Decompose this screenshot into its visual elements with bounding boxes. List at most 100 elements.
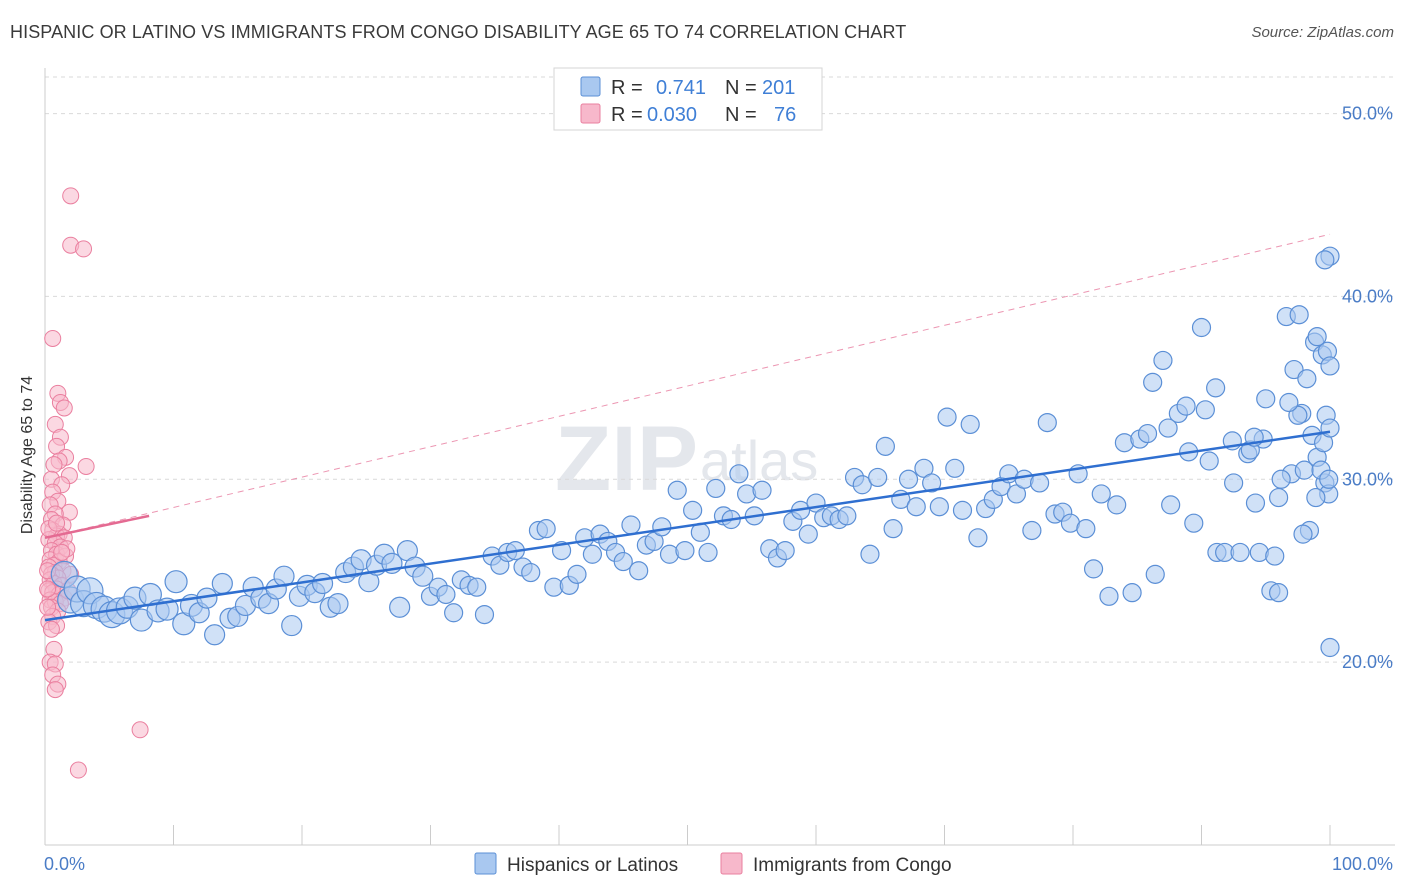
series-legend: Hispanics or Latinos Immigrants from Con… bbox=[474, 852, 952, 876]
hispanic-point-191 bbox=[1297, 369, 1317, 389]
hispanic-point-194 bbox=[1319, 469, 1339, 489]
hispanic-point-189 bbox=[1307, 327, 1327, 347]
hispanic-point-188 bbox=[1315, 250, 1335, 270]
legend-r-label-1: R = bbox=[611, 77, 643, 99]
hispanic-point-134 bbox=[1083, 559, 1104, 579]
legend-n-label-2: N = bbox=[725, 104, 757, 126]
hispanic-point-34 bbox=[311, 572, 334, 595]
hispanic-trend-line bbox=[44, 430, 1331, 622]
hispanic-point-127 bbox=[1029, 473, 1050, 493]
stats-legend: R = 0.741 N = 201 R = 0.030 N = 76 bbox=[553, 67, 823, 131]
congo-point-13 bbox=[77, 457, 95, 475]
hispanic-point-165 bbox=[1320, 637, 1340, 658]
hispanic-point-198 bbox=[1279, 392, 1299, 413]
congo-trend-extension bbox=[44, 233, 1331, 539]
hispanic-point-113 bbox=[922, 473, 942, 493]
hispanic-point-169 bbox=[1294, 460, 1314, 480]
x-tick-label-0: 0.0% bbox=[44, 854, 85, 874]
hispanic-point-54 bbox=[467, 577, 487, 597]
chart-title: HISPANIC OR LATINO VS IMMIGRANTS FROM CO… bbox=[10, 22, 907, 42]
hispanic-point-197 bbox=[1293, 524, 1313, 544]
hispanic-point-116 bbox=[945, 458, 965, 478]
hispanic-point-102 bbox=[837, 506, 857, 526]
hispanic-point-75 bbox=[629, 561, 649, 581]
hispanic-point-106 bbox=[868, 467, 888, 488]
hispanic-point-117 bbox=[952, 500, 973, 520]
congo-points bbox=[39, 187, 149, 779]
trend-lines bbox=[44, 233, 1331, 622]
hispanic-point-199 bbox=[1265, 546, 1285, 566]
hispanic-point-174 bbox=[1158, 418, 1178, 438]
x-tick-label-1: 100.0% bbox=[1332, 854, 1393, 874]
congo-point-6 bbox=[55, 399, 73, 417]
hispanic-point-97 bbox=[798, 524, 818, 544]
congo-point-3 bbox=[44, 329, 62, 347]
hispanic-point-135 bbox=[1091, 484, 1111, 504]
hispanic-point-105 bbox=[860, 544, 880, 564]
y-tick-label-1: 30.0% bbox=[1342, 469, 1393, 489]
congo-point-74 bbox=[48, 514, 66, 532]
hispanic-point-63 bbox=[536, 519, 556, 539]
congo-point-71 bbox=[39, 580, 57, 598]
hispanic-point-81 bbox=[675, 540, 695, 561]
hispanic-point-143 bbox=[1153, 350, 1173, 371]
hispanic-point-36 bbox=[327, 593, 349, 615]
hispanic-point-69 bbox=[582, 544, 603, 564]
hispanic-point-104 bbox=[852, 475, 872, 495]
congo-point-12 bbox=[45, 456, 63, 474]
series-legend-swatch-blue bbox=[474, 852, 497, 875]
hispanic-point-186 bbox=[1320, 356, 1340, 376]
congo-point-66 bbox=[131, 721, 149, 739]
congo-point-0 bbox=[62, 187, 80, 205]
hispanic-point-118 bbox=[960, 414, 980, 435]
hispanic-point-119 bbox=[968, 528, 988, 548]
hispanic-point-146 bbox=[1176, 396, 1196, 416]
hispanic-point-158 bbox=[1268, 583, 1289, 603]
y-tick-label-0: 20.0% bbox=[1342, 652, 1393, 672]
congo-point-2 bbox=[75, 240, 93, 258]
legend-r-value-1: 0.741 bbox=[656, 77, 706, 99]
hispanic-point-78 bbox=[652, 517, 672, 537]
hispanic-point-21 bbox=[211, 572, 233, 595]
hispanic-point-180 bbox=[1256, 389, 1276, 409]
legend-n-label-1: N = bbox=[725, 77, 757, 99]
hispanic-point-30 bbox=[281, 614, 303, 637]
hispanic-point-196 bbox=[1306, 487, 1326, 508]
hispanic-point-44 bbox=[389, 596, 411, 618]
hispanic-point-80 bbox=[667, 480, 687, 500]
congo-point-67 bbox=[69, 761, 87, 779]
hispanic-point-173 bbox=[1143, 372, 1163, 392]
hispanic-point-61 bbox=[521, 562, 541, 583]
hispanic-point-195 bbox=[1320, 418, 1340, 438]
series-legend-label-hispanic: Hispanics or Latinos bbox=[507, 855, 678, 876]
hispanic-point-142 bbox=[1145, 564, 1165, 584]
hispanic-point-47 bbox=[412, 565, 434, 587]
hispanic-point-50 bbox=[436, 584, 456, 605]
hispanic-point-128 bbox=[1037, 413, 1057, 433]
congo-point-75 bbox=[53, 543, 71, 561]
hispanic-point-73 bbox=[613, 551, 633, 572]
legend-n-value-2: 76 bbox=[774, 104, 796, 126]
hispanic-point-111 bbox=[906, 497, 926, 517]
hispanic-point-108 bbox=[883, 519, 903, 539]
hispanic-point-85 bbox=[706, 478, 726, 499]
hispanic-point-176 bbox=[1195, 400, 1215, 420]
hispanic-point-55 bbox=[474, 604, 495, 625]
series-legend-swatch-pink bbox=[720, 852, 743, 875]
congo-point-72 bbox=[39, 598, 57, 616]
hispanic-point-107 bbox=[875, 436, 895, 456]
watermark: ZIP atlas bbox=[555, 408, 818, 510]
hispanic-point-84 bbox=[698, 542, 718, 563]
hispanic-point-82 bbox=[683, 500, 703, 520]
hispanic-point-136 bbox=[1099, 586, 1119, 606]
legend-r-label-2: R = bbox=[611, 104, 643, 126]
hispanic-point-155 bbox=[1245, 493, 1266, 513]
congo-trend-line bbox=[44, 514, 150, 540]
congo-point-59 bbox=[42, 620, 60, 638]
hispanic-point-115 bbox=[937, 407, 957, 427]
hispanic-point-15 bbox=[164, 570, 188, 594]
hispanic-point-114 bbox=[929, 497, 949, 517]
axes bbox=[44, 68, 1395, 846]
legend-n-value-1: 201 bbox=[762, 77, 795, 99]
